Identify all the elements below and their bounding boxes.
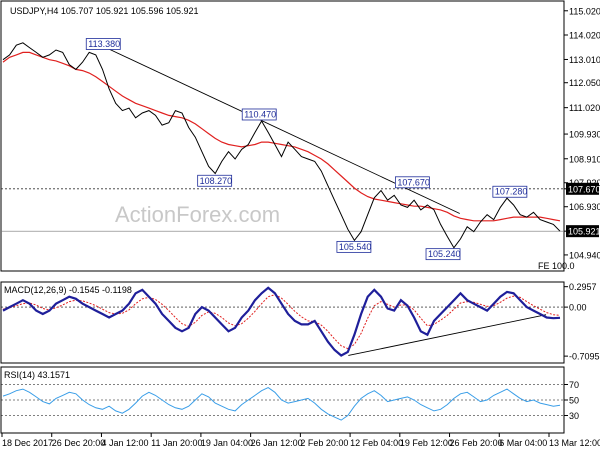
rsi-pane-title: RSI(14) 43.1571	[4, 370, 70, 380]
price-annotation-box	[425, 248, 461, 261]
price-annotation-label: 105.540	[339, 242, 372, 252]
price-tick-label: 113.010	[569, 55, 600, 65]
price-annotation-box	[492, 185, 528, 198]
rsi-tick-label: 30	[569, 411, 579, 421]
macd-line	[2, 286, 561, 357]
macd-signal-line	[2, 294, 561, 350]
x-tick-label: 2 Feb 20:00	[300, 438, 348, 448]
rsi-layer: 70 50 30	[1, 380, 579, 421]
price-annotation-label: 110.470	[244, 109, 276, 119]
price-pane-border	[0, 0, 565, 272]
price-labels: 113.380 110.470 108.270 107.670 105.540 105.2…	[85, 38, 528, 261]
macd-layer: 0.2957 0.00 -0.7095	[1, 282, 600, 362]
price-annotation-box	[85, 38, 121, 50]
macd-pane-border	[0, 281, 565, 364]
price-pane-title: USDJPY,H4 105.707 105.921 105.596 105.92…	[10, 6, 199, 16]
price-annotation-label: 108.270	[200, 176, 233, 186]
price-tick-label: 109.930	[569, 130, 600, 140]
price-annotation-box	[394, 176, 430, 189]
x-tick-label: 12 Feb 04:00	[350, 438, 403, 448]
x-tick-label: 6 Mar 04:00	[499, 438, 547, 448]
price-tick-label: 111.020	[569, 103, 600, 113]
x-tick-label: 4 Jan 12:00	[101, 438, 148, 448]
x-tick-label: 18 Dec 2017	[2, 438, 53, 448]
price-tick-label: 107.920	[569, 178, 600, 188]
price-tick-label: 115.020	[569, 6, 600, 16]
macd-tick-label: -0.7095	[569, 352, 600, 362]
rsi-tick-label: 70	[569, 380, 579, 390]
price-tick-label: 112.050	[569, 78, 600, 88]
rsi-line	[2, 387, 561, 421]
price-annotation-box	[336, 240, 372, 253]
fe-label: FE 100.0	[538, 261, 575, 271]
x-tick-label: 26 Dec 20:00	[52, 438, 106, 448]
price-tick-label: 114.020	[569, 31, 600, 41]
price-tick-label: 106.930	[569, 202, 600, 212]
current-price-box	[566, 225, 599, 238]
x-tick-label: 26 Jan 12:00	[251, 438, 303, 448]
price-annotation-box	[241, 108, 277, 121]
price-annotation-box	[197, 174, 233, 187]
price-annotation-label: 105.240	[428, 249, 461, 259]
price-annotation-label: 107.280	[495, 187, 528, 197]
price-line	[2, 42, 561, 249]
rsi-tick-label: 50	[569, 396, 579, 406]
price-tick-label: 104.940	[569, 250, 600, 260]
watermark: ActionForex.com	[115, 202, 280, 227]
resistance-price-box	[566, 182, 599, 195]
current-price-label: 105.921	[568, 227, 600, 237]
price-annotation-label: 107.670	[397, 177, 430, 187]
price-tick-label: 108.910	[569, 154, 600, 164]
macd-trendline	[348, 314, 547, 356]
x-tick-label: 19 Jan 04:00	[201, 438, 253, 448]
resistance-price-label: 107.670	[568, 184, 600, 194]
price-lines	[1, 42, 564, 249]
x-tick-label: 26 Feb 20:00	[450, 438, 503, 448]
price-annotation-label: 113.380	[88, 39, 120, 49]
macd-tick-label: 0.00	[569, 303, 587, 313]
x-tick-label: 13 Mar 12:00	[549, 438, 600, 448]
x-tick-label: 19 Feb 12:00	[400, 438, 453, 448]
macd-pane-title: MACD(12,26,9) -0.1545 -0.1198	[4, 285, 132, 295]
moving-average-line	[2, 51, 561, 222]
x-tick-label: 11 Jan 20:00	[151, 438, 202, 448]
macd-tick-label: 0.2957	[569, 282, 597, 292]
